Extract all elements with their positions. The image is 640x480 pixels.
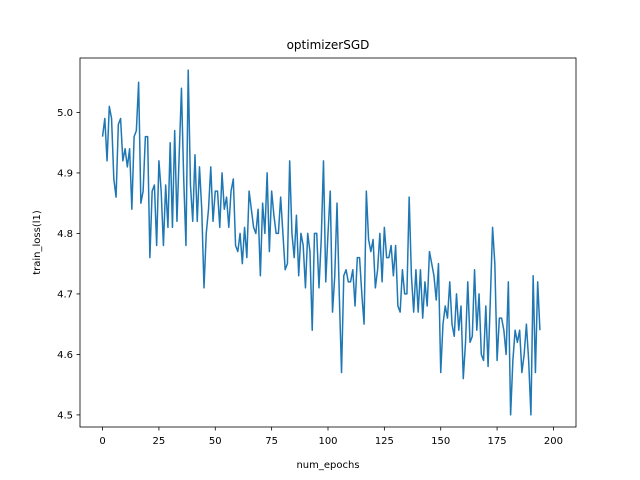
chart-title: optimizerSGD bbox=[287, 38, 370, 52]
y-tick-label: 4.7 bbox=[57, 289, 73, 300]
x-tick-label: 150 bbox=[431, 436, 450, 447]
y-axis: 4.5 4.6 4.7 4.8 4.9 5.0 bbox=[57, 108, 80, 421]
x-tick-label: 0 bbox=[99, 436, 105, 447]
y-axis-label: train_loss(l1) bbox=[32, 210, 43, 275]
y-tick-label: 5.0 bbox=[57, 108, 73, 119]
x-tick-label: 100 bbox=[318, 436, 337, 447]
x-axis: 0 25 50 75 100 125 150 175 200 bbox=[99, 427, 563, 447]
series-line bbox=[101, 69, 541, 416]
x-axis-label: num_epochs bbox=[296, 460, 359, 471]
y-tick-label: 4.6 bbox=[57, 350, 73, 361]
x-tick-label: 25 bbox=[153, 436, 166, 447]
y-tick-label: 4.5 bbox=[57, 410, 73, 421]
x-tick-label: 200 bbox=[544, 436, 563, 447]
y-tick-label: 4.8 bbox=[57, 229, 73, 240]
y-tick-label: 4.9 bbox=[57, 168, 73, 179]
x-tick-label: 75 bbox=[265, 436, 278, 447]
x-tick-label: 125 bbox=[375, 436, 394, 447]
x-tick-label: 50 bbox=[209, 436, 222, 447]
series-layer bbox=[101, 69, 541, 416]
x-tick-label: 175 bbox=[488, 436, 507, 447]
